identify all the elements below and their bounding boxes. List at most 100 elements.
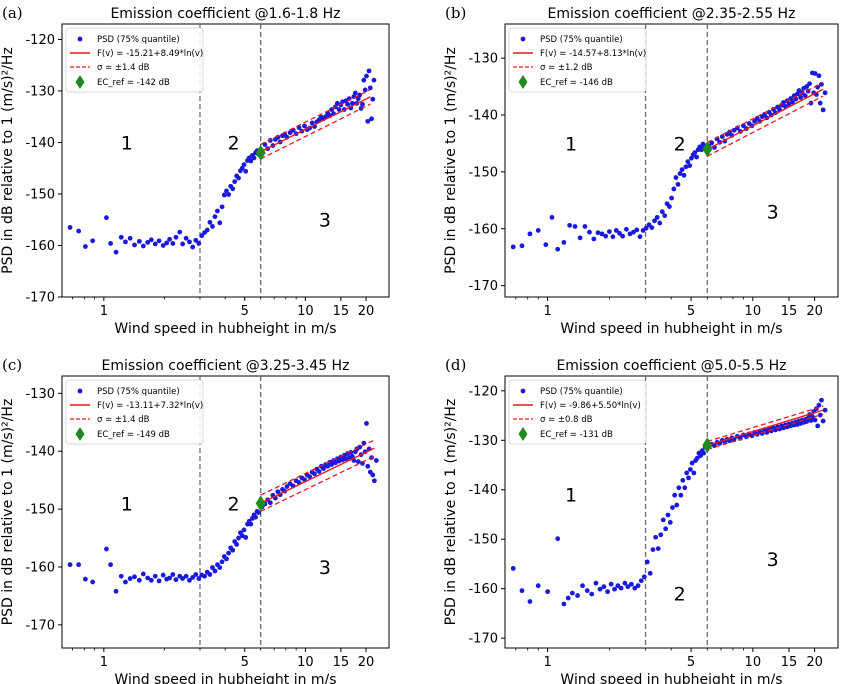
x-tick-label: 1 <box>100 304 108 319</box>
data-point <box>637 234 643 240</box>
data-point <box>816 73 822 79</box>
data-point <box>187 239 192 245</box>
data-point <box>210 224 215 229</box>
data-point <box>336 107 342 112</box>
data-point <box>699 147 704 153</box>
legend-entry: σ = ±1.2 dB <box>540 63 593 73</box>
x-tick-label: 5 <box>687 655 695 670</box>
data-point <box>815 423 821 429</box>
x-tick-label: 10 <box>745 655 762 670</box>
data-point <box>709 140 715 146</box>
legend-box <box>65 27 204 93</box>
data-point <box>591 236 597 242</box>
data-point <box>164 240 170 246</box>
data-point <box>364 421 369 426</box>
data-point <box>634 227 640 233</box>
data-point <box>217 220 223 226</box>
y-axis-label: PSD in dB relative to 1 (m/s)²/Hz <box>0 47 16 274</box>
data-point <box>659 209 665 215</box>
data-point <box>822 90 828 96</box>
data-point <box>653 534 659 540</box>
x-tick-label: 15 <box>333 655 350 670</box>
data-point <box>253 514 258 520</box>
y-tick-label: -170 <box>468 632 498 647</box>
legend-entry: F(v) = -14.57+8.13*ln(v) <box>540 49 646 59</box>
y-tick-label: -150 <box>25 503 55 518</box>
data-point <box>357 444 363 450</box>
legend-point-icon <box>77 36 83 42</box>
data-point <box>589 591 595 597</box>
x-tick-label: 1 <box>100 655 108 670</box>
y-tick-label: -120 <box>25 33 55 48</box>
y-tick-label: -150 <box>25 187 55 202</box>
data-point <box>694 455 700 461</box>
data-point <box>371 77 377 83</box>
data-point <box>217 565 223 570</box>
data-point <box>575 593 580 598</box>
data-point <box>177 229 183 235</box>
sigma-lower-line <box>707 95 824 157</box>
y-tick-label: -160 <box>25 560 55 575</box>
data-point <box>595 230 601 236</box>
data-point <box>352 90 358 96</box>
data-point <box>127 235 133 241</box>
x-tick-label: 1 <box>543 655 551 670</box>
sigma-lower-line <box>260 455 375 512</box>
panel-letter: (c) <box>2 356 22 374</box>
plot-title: Emission coefficient @1.6-1.8 Hz <box>110 6 340 22</box>
region-label: 3 <box>319 210 331 232</box>
data-point <box>672 492 678 498</box>
data-point <box>180 576 186 581</box>
data-point <box>104 546 109 552</box>
data-point <box>667 519 673 525</box>
data-point <box>701 450 707 456</box>
data-point <box>593 580 599 586</box>
data-point <box>367 85 373 91</box>
data-point <box>113 249 119 255</box>
data-point <box>569 590 575 596</box>
data-point <box>638 578 644 584</box>
data-point <box>675 181 681 187</box>
data-point <box>577 235 583 241</box>
data-point <box>136 238 142 244</box>
data-point <box>657 220 663 226</box>
data-point <box>798 94 804 100</box>
data-point <box>689 460 695 466</box>
data-point <box>190 575 196 580</box>
x-tick-label: 5 <box>241 304 249 319</box>
data-point <box>555 246 561 252</box>
data-point <box>618 585 624 591</box>
data-point <box>156 578 162 584</box>
data-point <box>612 586 617 592</box>
legend-entry: σ = ±1.4 dB <box>97 63 150 73</box>
y-tick-label: -140 <box>468 109 498 124</box>
data-point <box>628 581 634 587</box>
legend-box <box>508 379 647 445</box>
data-point <box>605 589 610 595</box>
data-point <box>333 460 338 466</box>
data-point <box>108 241 113 246</box>
data-point <box>808 418 814 423</box>
data-point <box>692 150 698 155</box>
plot-title: Emission coefficient @5.0-5.5 Hz <box>556 358 786 374</box>
data-point <box>764 429 770 435</box>
data-point <box>364 73 369 79</box>
data-point <box>565 595 571 601</box>
data-point <box>371 478 377 484</box>
data-point <box>230 547 236 553</box>
sigma-upper-line <box>260 89 371 146</box>
panel-a: (a) Emission coefficient @1.6-1.8 Hz -170 -… <box>0 4 390 337</box>
data-point <box>677 171 683 176</box>
x-tick-label: 15 <box>333 304 350 319</box>
region-label: 3 <box>767 202 779 224</box>
data-point <box>535 228 541 233</box>
data-point <box>663 526 669 532</box>
data-point <box>173 577 179 583</box>
y-tick-label: -130 <box>468 434 498 449</box>
data-point <box>670 505 675 510</box>
x-tick-label: 5 <box>687 304 695 319</box>
data-point <box>170 241 176 246</box>
ec-ref-marker <box>255 495 266 512</box>
data-point <box>230 186 236 192</box>
